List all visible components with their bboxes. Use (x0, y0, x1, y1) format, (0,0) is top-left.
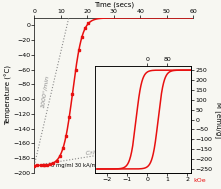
Legend: 5 mg/ml 30 kA/m...: 5 mg/ml 30 kA/m... (38, 161, 104, 170)
Y-axis label: Temperature (°C): Temperature (°C) (4, 65, 12, 125)
Text: kOe: kOe (193, 178, 206, 183)
X-axis label: Time (secs): Time (secs) (94, 1, 134, 8)
Y-axis label: M [emu/g]: M [emu/g] (215, 101, 221, 138)
Text: Critical warming rate: Critical warming rate (86, 145, 152, 156)
Text: 1000°/min: 1000°/min (41, 75, 50, 108)
